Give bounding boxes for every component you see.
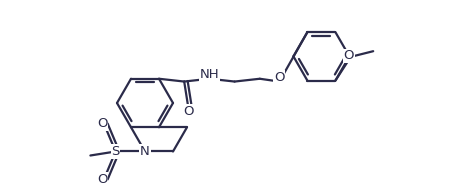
Text: O: O	[343, 49, 353, 62]
Text: NH: NH	[199, 68, 219, 81]
Text: N: N	[140, 145, 150, 158]
Text: O: O	[97, 173, 107, 186]
Text: O: O	[273, 71, 284, 84]
Text: O: O	[97, 117, 107, 130]
Text: O: O	[183, 105, 193, 118]
Text: S: S	[111, 145, 120, 158]
